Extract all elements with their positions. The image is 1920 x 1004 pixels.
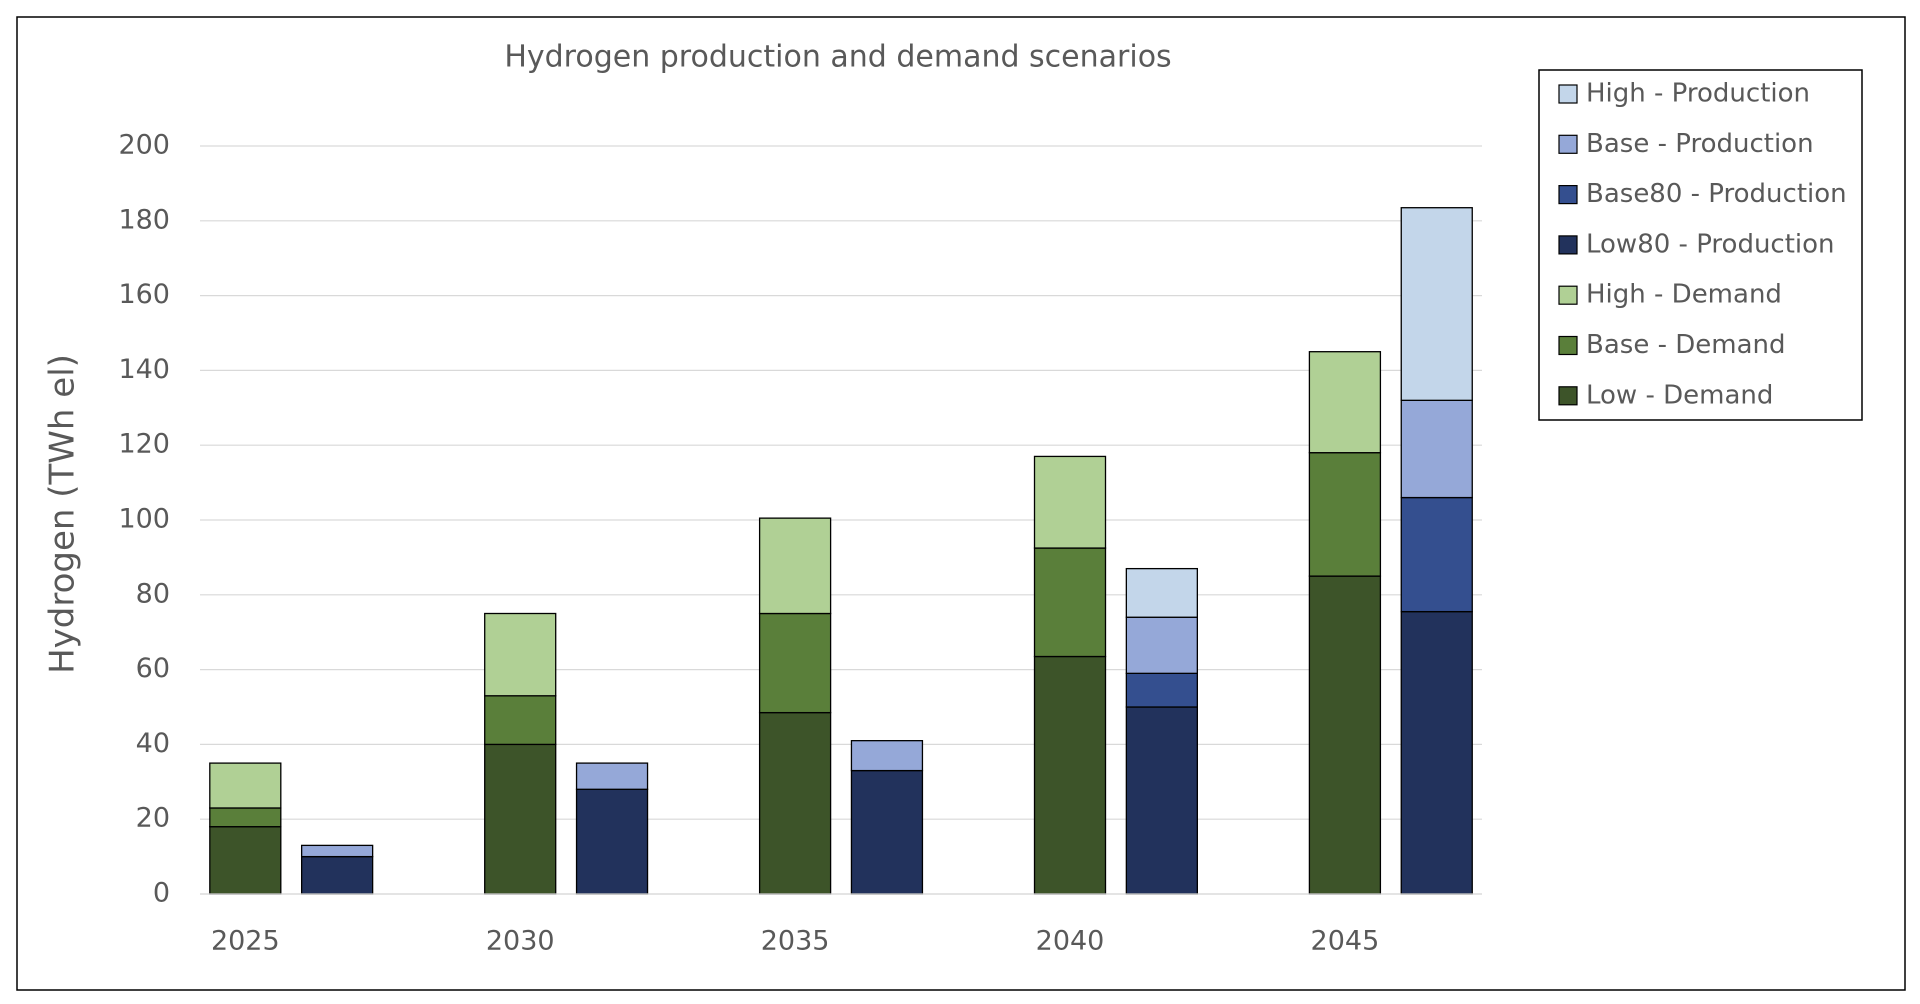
- y-tick-label: 120: [118, 429, 170, 460]
- y-tick-label: 40: [136, 728, 170, 759]
- legend-swatch: [1558, 285, 1578, 305]
- legend-swatch: [1558, 386, 1578, 406]
- y-tick-label: 80: [136, 578, 170, 609]
- bar-segment: [1400, 207, 1473, 401]
- y-tick-label: 140: [118, 354, 170, 385]
- legend-swatch: [1558, 335, 1578, 356]
- bar-segment: [1308, 452, 1382, 577]
- x-tick-label: 2030: [486, 926, 555, 957]
- legend-label: Low80 - Production: [1586, 229, 1835, 259]
- chart-title: Hydrogen production and demand scenarios: [504, 40, 1171, 75]
- bar-segment: [850, 769, 924, 895]
- legend-swatch: [1558, 185, 1578, 205]
- x-tick-label: 2025: [211, 926, 280, 957]
- bar-segment: [484, 695, 557, 746]
- bar-segment: [1308, 575, 1382, 895]
- bar-segment: [1400, 496, 1473, 613]
- legend-swatch: [1558, 235, 1578, 255]
- bar-segment: [300, 844, 374, 858]
- legend-swatch: [1558, 134, 1578, 154]
- legend-label: Low - Demand: [1586, 380, 1773, 410]
- y-tick-label: 20: [136, 803, 170, 834]
- bar-segment: [1400, 399, 1473, 499]
- bar-segment: [1125, 616, 1198, 674]
- bar-segment: [209, 807, 282, 828]
- y-tick-label: 160: [118, 279, 170, 310]
- bar-segment: [758, 517, 832, 615]
- x-tick-label: 2040: [1036, 926, 1105, 957]
- bar-segment: [850, 740, 924, 772]
- bar-segment: [209, 762, 282, 809]
- bar-segment: [575, 762, 649, 790]
- bar-segment: [300, 855, 374, 895]
- bar-segment: [1400, 610, 1473, 895]
- legend-label: Base80 - Production: [1586, 179, 1847, 209]
- y-tick-label: 0: [153, 878, 170, 909]
- y-tick-label: 180: [118, 204, 170, 235]
- bar-segment: [1125, 567, 1198, 618]
- bar-segment: [1033, 547, 1107, 658]
- legend-label: High - Production: [1586, 79, 1810, 109]
- bar-segment: [1033, 455, 1107, 549]
- legend-box: [1538, 69, 1863, 421]
- bar-segment: [575, 788, 649, 895]
- bar-segment: [1125, 706, 1198, 895]
- legend-label: Base - Production: [1586, 129, 1814, 159]
- bar-segment: [758, 711, 832, 895]
- bar-segment: [758, 612, 832, 714]
- bar-segment: [484, 743, 557, 895]
- legend-label: Base - Demand: [1586, 330, 1785, 360]
- legend-label: High - Demand: [1586, 280, 1782, 310]
- bar-segment: [1125, 672, 1198, 708]
- bar-segment: [1308, 351, 1382, 454]
- x-tick-label: 2035: [761, 926, 830, 957]
- bar-segment: [484, 612, 557, 697]
- legend-swatch: [1558, 84, 1578, 104]
- y-tick-label: 100: [118, 504, 170, 535]
- y-axis-label: Hydrogen (TWh el): [43, 354, 83, 674]
- y-tick-label: 60: [136, 653, 170, 684]
- y-tick-label: 200: [118, 130, 170, 161]
- x-tick-label: 2045: [1311, 926, 1380, 957]
- bar-segment: [1033, 655, 1107, 895]
- bar-segment: [209, 826, 282, 895]
